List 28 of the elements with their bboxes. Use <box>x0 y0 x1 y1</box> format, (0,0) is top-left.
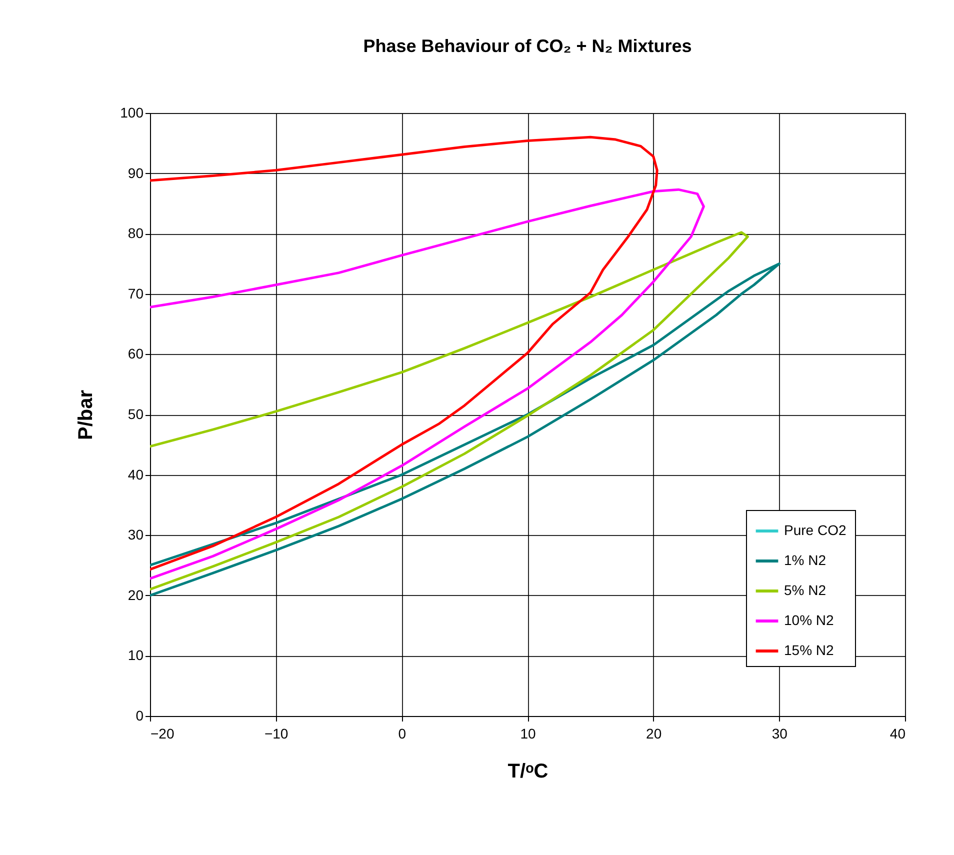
legend-label: 5% N2 <box>784 582 826 598</box>
x-tick-label: 0 <box>398 726 406 742</box>
y-tick-label: 40 <box>128 466 144 482</box>
x-tick-label: 40 <box>890 726 906 742</box>
line-series <box>150 136 658 571</box>
chart-title: Phase Behaviour of CO₂ + N₂ Mixtures <box>363 36 692 56</box>
y-tick-label: 90 <box>128 164 144 181</box>
x-tick-label: 30 <box>772 726 788 742</box>
x-tick-label: −20 <box>150 726 174 742</box>
x-tick-label: 10 <box>520 726 536 742</box>
y-tick-label: 70 <box>128 285 144 302</box>
y-tick-label: 20 <box>128 586 144 603</box>
y-tick-label: 30 <box>128 526 144 543</box>
line-series <box>150 188 705 580</box>
legend-label: 15% N2 <box>784 642 834 658</box>
y-axis-title: P/bar <box>75 390 98 440</box>
y-tick-label: 100 <box>120 104 144 120</box>
y-tick-label: 80 <box>128 225 144 242</box>
y-tick-label: 50 <box>128 406 144 422</box>
legend-label: 1% N2 <box>784 552 826 568</box>
x-tick-label: 20 <box>646 726 662 742</box>
legend-label: Pure CO2 <box>784 522 846 538</box>
y-tick-label: 60 <box>128 346 144 362</box>
y-tick-label: 10 <box>128 647 144 664</box>
x-axis-title: T/ᵒC <box>508 760 548 782</box>
y-tick-label: 0 <box>136 708 144 724</box>
x-tick-label: −10 <box>264 726 288 742</box>
legend-label: 10% N2 <box>784 612 834 628</box>
